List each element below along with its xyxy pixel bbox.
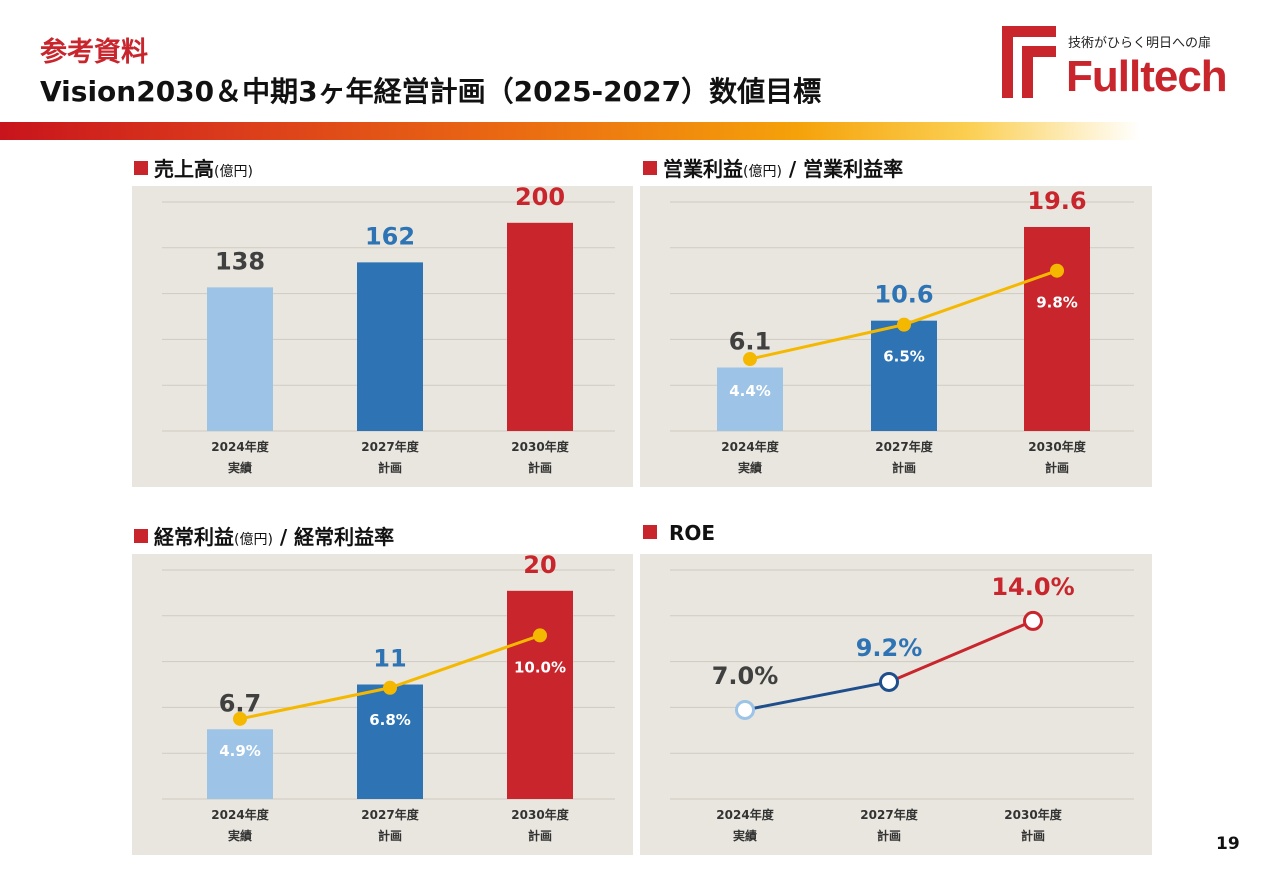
roe-line-segment [888,619,1034,684]
x-tick-label: 2030年度 [511,439,569,454]
x-tick-label: 実績 [738,460,762,475]
rate-value-label: 4.9% [219,742,261,760]
company-logo: 技術がひらく明日への扉 Fulltech [1002,24,1252,101]
x-tick-label: 2027年度 [860,807,918,822]
op-section-title: 営業利益(億円) / 営業利益率 [643,153,903,182]
x-tick-label: 2024年度 [211,439,269,454]
x-tick-label: 実績 [228,460,252,475]
bar [207,287,273,431]
header-gradient-band [0,122,1140,140]
x-tick-label: 計画 [378,460,402,475]
rate-value-label: 6.8% [369,711,411,729]
bar [357,262,423,431]
x-tick-label: 2030年度 [1004,807,1062,822]
page-subtitle: 参考資料 [40,37,148,68]
rate-value-label: 9.8% [1036,294,1078,312]
rate-point [383,680,397,695]
bar [1024,226,1090,431]
bar-value-label: 200 [515,186,565,211]
sales-chart-panel: 138 162 200 2024年度 実績 2027年度 計画 2030年度 計画 [132,186,633,487]
logo-name: Fulltech [1066,52,1228,101]
roe-chart-panel: 7.0% 9.2% 14.0% 2024年度 実績 2027年度 計画 2030年度 計画 [640,554,1152,855]
rate-point [233,711,247,726]
x-tick-label: 計画 [528,460,552,475]
x-tick-label: 計画 [1021,828,1045,843]
rate-point [533,628,547,643]
bar-value-label: 10.6 [874,281,933,309]
x-tick-label: 2024年度 [211,807,269,822]
x-tick-label: 計画 [877,828,901,843]
bar-value-label: 11 [373,645,406,673]
bar-value-label: 6.1 [729,328,772,356]
red-square-icon [643,161,657,175]
op-chart-svg: 6.110.619.64.4%6.5%9.8%2024年度実績2027年度計画2… [670,187,1134,475]
red-square-icon [643,525,657,539]
bar [507,222,573,431]
ord-chart-svg: 6.711204.9%6.8%10.0%2024年度実績2027年度計画2030… [162,554,615,843]
roe-point [735,699,755,720]
x-tick-label: 2027年度 [361,807,419,822]
rate-point [1050,263,1064,278]
bar [717,367,783,431]
rate-point [743,352,757,367]
x-tick-label: 実績 [733,828,757,843]
logo-tagline: 技術がひらく明日への扉 [1068,36,1212,51]
x-tick-label: 2024年度 [721,439,779,454]
x-tick-label: 2030年度 [1028,439,1086,454]
red-square-icon [134,161,148,175]
rate-value-label: 4.4% [729,382,771,400]
bar [207,729,273,799]
x-tick-label: 計画 [1045,460,1069,475]
x-tick-label: 2030年度 [511,807,569,822]
roe-point [879,671,899,692]
roe-value-label: 9.2% [856,634,923,662]
red-square-icon [134,529,148,543]
x-tick-label: 計画 [528,828,552,843]
rate-value-label: 6.5% [883,348,925,366]
x-tick-label: 計画 [378,828,402,843]
x-tick-label: 2027年度 [361,439,419,454]
bar-value-label: 19.6 [1027,187,1086,215]
op-chart-panel: 6.1 10.6 19.6 4.4% 6.5% 9.8% 2024年度 実績 2027年度 計画 2… [640,186,1152,487]
roe-section-title: ROE [643,521,715,545]
x-tick-label: 計画 [892,460,916,475]
x-tick-label: 2024年度 [716,807,774,822]
roe-value-label: 14.0% [991,573,1074,601]
roe-value-label: 7.0% [712,662,779,690]
ord-section-title: 経常利益(億円) / 経常利益率 [134,521,394,550]
rate-value-label: 10.0% [514,658,566,676]
bar [357,684,423,799]
roe-line-segment [744,680,890,712]
bar [871,320,937,431]
page-number: 19 [1216,834,1240,854]
rate-point [897,317,911,332]
sales-section-title: 売上高(億円) [134,153,253,182]
x-tick-label: 2027年度 [875,439,933,454]
logo-mark-icon [1002,26,1058,98]
bar-value-label: 138 [215,247,265,275]
bar [507,590,573,799]
bar-value-label: 20 [523,554,556,579]
bar-value-label: 162 [365,222,415,250]
ord-chart-panel: 6.7 11 20 4.9% 6.8% 10.0% 2024年度 実績 2027年度 計画 2030… [132,554,633,855]
page-title: Vision2030＆中期3ヶ年経営計画（2025-2027）数値目標 [40,75,822,108]
x-tick-label: 実績 [228,828,252,843]
roe-point [1023,610,1043,631]
